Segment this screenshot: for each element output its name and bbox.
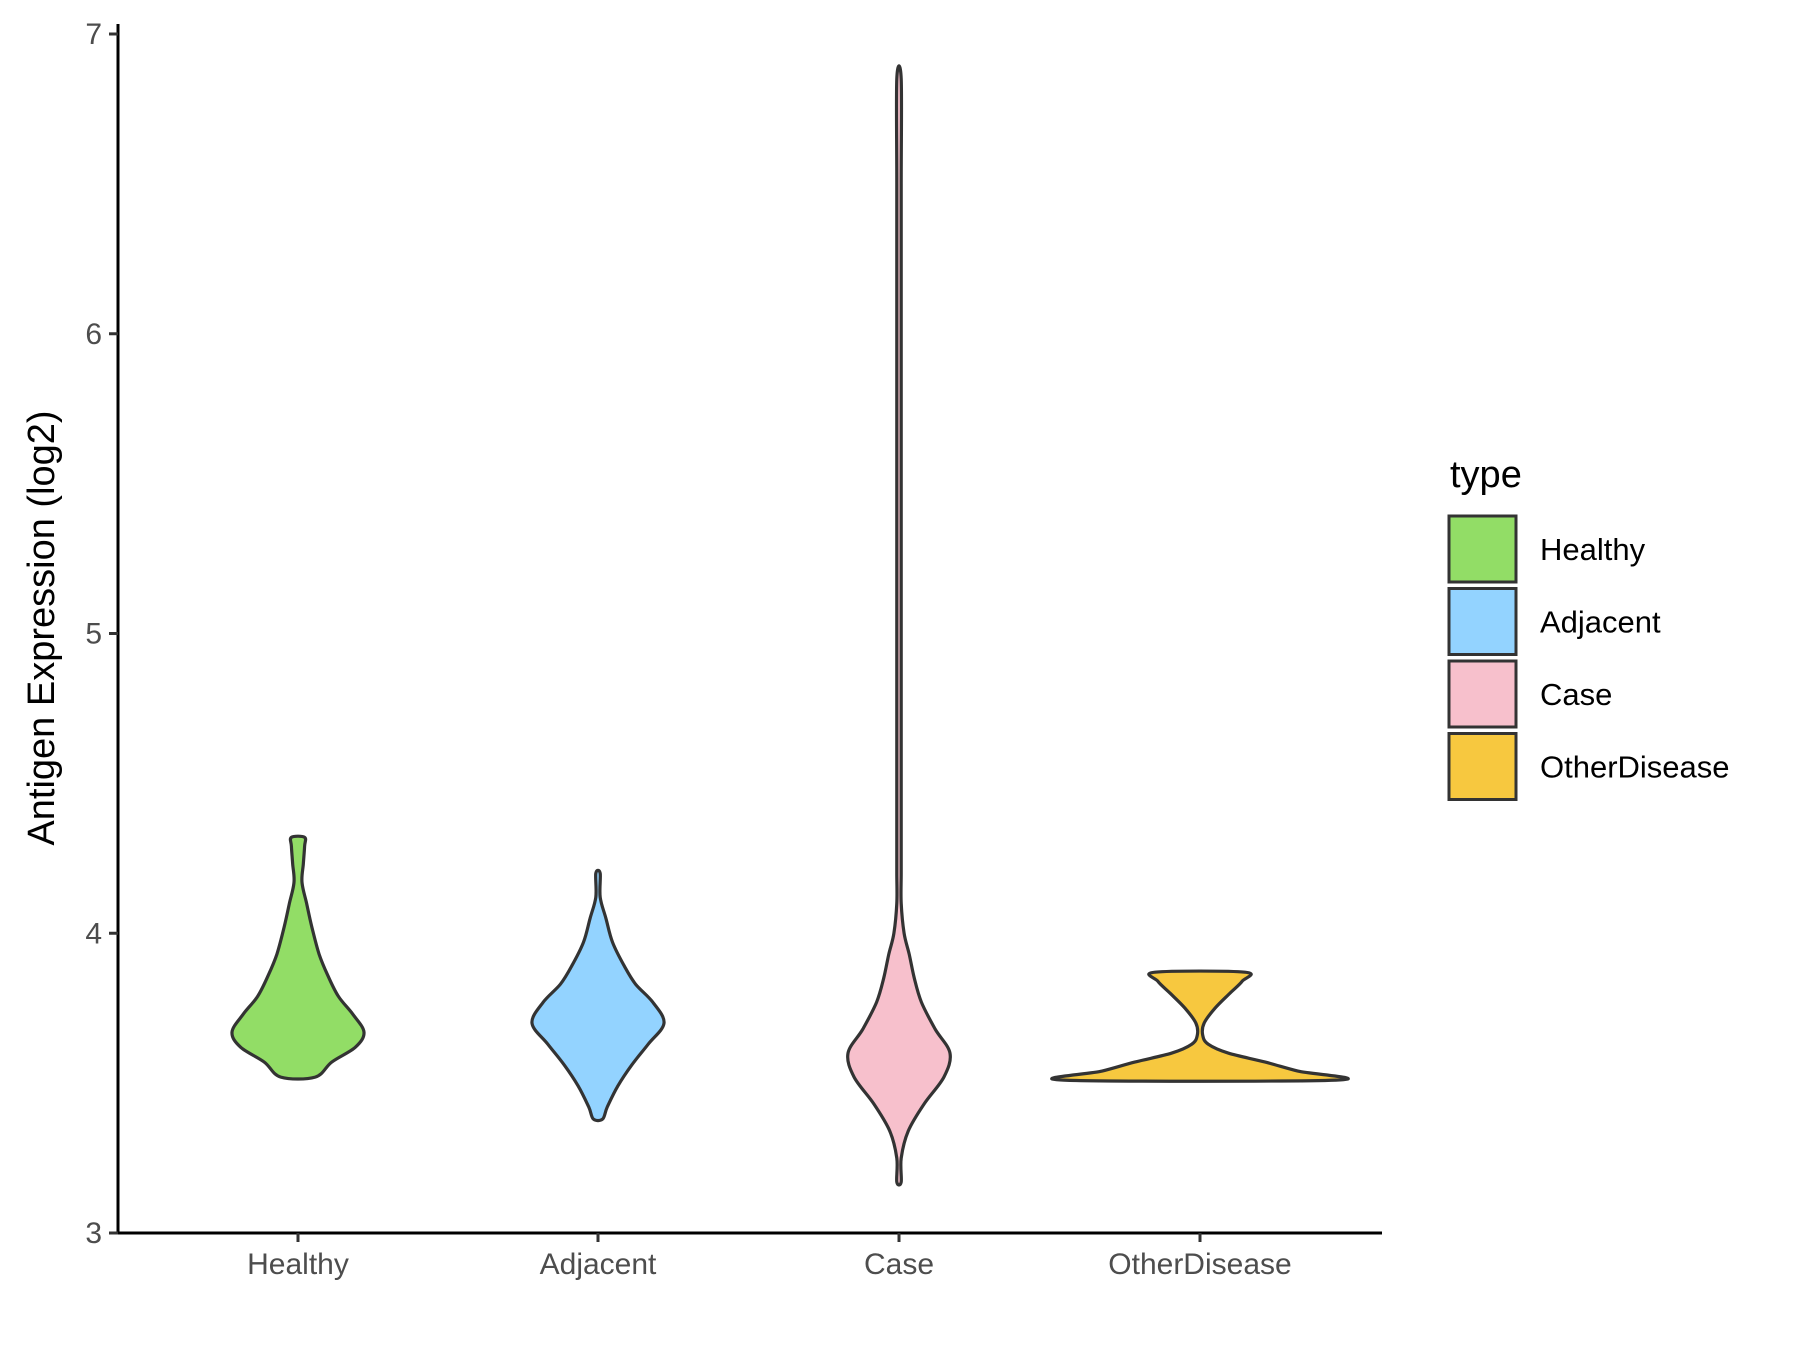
y-axis-title: Antigen Expression (log2)	[21, 410, 63, 845]
legend-swatch-otherdisease	[1447, 732, 1518, 801]
legend-items: Healthy Adjacent Case OtherDisease	[1447, 514, 1730, 801]
legend-label-otherdisease: OtherDisease	[1540, 750, 1730, 785]
y-ticks: 3 4 5 6 7	[85, 18, 118, 1250]
y-tick-label: 4	[85, 917, 102, 950]
legend-label-healthy: Healthy	[1540, 532, 1646, 567]
legend: type Healthy Adjacent Case OtherDisease	[1447, 454, 1730, 801]
violin-adjacent	[530, 868, 666, 1123]
x-tick-label: Case	[864, 1248, 934, 1281]
violin-healthy	[230, 834, 366, 1081]
violin-otherdisease	[1050, 969, 1350, 1083]
violin-case	[846, 64, 952, 1187]
y-tick-label: 5	[85, 618, 102, 651]
legend-title: type	[1450, 454, 1522, 496]
legend-label-adjacent: Adjacent	[1540, 605, 1661, 640]
y-tick-label: 3	[85, 1217, 102, 1250]
legend-label-case: Case	[1540, 677, 1612, 712]
x-ticks: Healthy Adjacent Case OtherDisease	[247, 1233, 1292, 1281]
y-tick-label: 7	[85, 18, 102, 51]
x-tick-label: Adjacent	[540, 1248, 657, 1281]
legend-swatch-adjacent	[1447, 587, 1518, 656]
legend-swatch-healthy	[1447, 514, 1518, 584]
axes-layer	[116, 24, 1382, 1235]
x-tick-label: OtherDisease	[1108, 1248, 1291, 1281]
x-tick-label: Healthy	[247, 1248, 349, 1281]
y-tick-label: 6	[85, 318, 102, 351]
violins-layer	[230, 64, 1350, 1187]
legend-swatch-case	[1447, 659, 1518, 729]
